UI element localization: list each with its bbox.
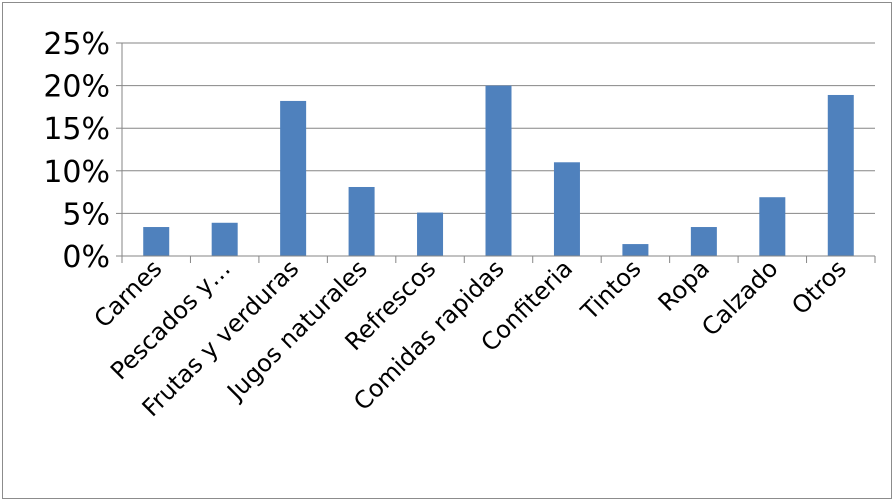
bars bbox=[143, 85, 854, 256]
bar bbox=[485, 85, 512, 256]
axes bbox=[116, 42, 876, 263]
bar bbox=[690, 227, 717, 256]
y-tick-label: 25% bbox=[43, 27, 110, 62]
y-tick-label: 0% bbox=[62, 240, 110, 275]
x-category-label: Pescados y… bbox=[105, 254, 236, 385]
bar bbox=[211, 222, 238, 256]
y-tick-label: 5% bbox=[62, 197, 110, 232]
x-category-label: Tintos bbox=[575, 254, 647, 326]
x-category-label: Ropa bbox=[653, 254, 715, 316]
bar bbox=[759, 197, 786, 256]
y-tick-label: 10% bbox=[43, 155, 110, 190]
bar bbox=[553, 162, 580, 256]
x-category-label: Calzado bbox=[696, 254, 783, 341]
bar bbox=[143, 227, 170, 256]
bar bbox=[348, 186, 375, 256]
bar bbox=[280, 100, 307, 256]
bar bbox=[417, 212, 444, 256]
y-tick-labels: 0% 5% 10% 15% 20% 25% bbox=[43, 27, 110, 275]
bar bbox=[827, 94, 854, 256]
bar bbox=[622, 244, 649, 256]
y-tick-label: 20% bbox=[43, 70, 110, 105]
x-category-label: Otros bbox=[786, 254, 852, 320]
y-tick-label: 15% bbox=[43, 112, 110, 147]
